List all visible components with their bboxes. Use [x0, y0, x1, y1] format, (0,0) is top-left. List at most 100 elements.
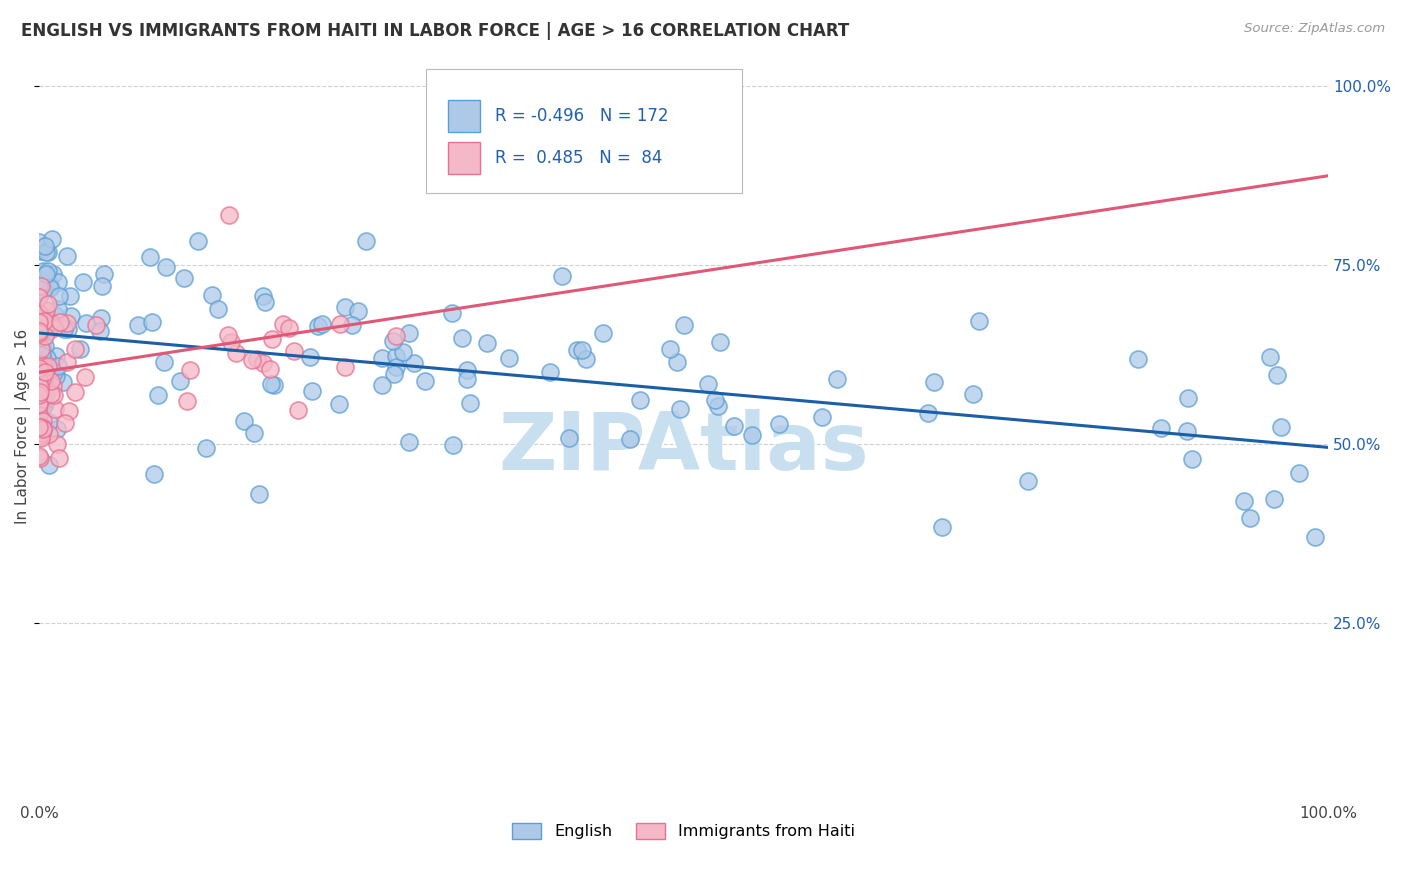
Point — [659, 342, 682, 356]
Point — [242, 425, 264, 440]
Point — [402, 356, 425, 370]
Point — [42, 267, 65, 281]
Point — [28, 420, 51, 434]
Point — [30, 342, 52, 356]
Point — [1258, 350, 1281, 364]
Point — [39, 387, 62, 401]
Point — [31, 396, 53, 410]
FancyBboxPatch shape — [426, 70, 741, 194]
Text: ENGLISH VS IMMIGRANTS FROM HAITI IN LABOR FORCE | AGE > 16 CORRELATION CHART: ENGLISH VS IMMIGRANTS FROM HAITI IN LABO… — [21, 22, 849, 40]
Point — [28, 363, 51, 377]
Point — [28, 329, 51, 343]
Point — [30, 380, 52, 394]
Point — [146, 388, 169, 402]
Point — [72, 275, 94, 289]
Point — [28, 315, 51, 329]
Point — [382, 367, 405, 381]
Point — [41, 379, 63, 393]
Point — [1233, 493, 1256, 508]
Point — [35, 381, 58, 395]
Point — [811, 409, 834, 424]
Point — [385, 359, 408, 374]
Point — [37, 351, 59, 366]
Point — [384, 329, 406, 343]
Point — [28, 271, 51, 285]
Point — [557, 431, 579, 445]
Point — [477, 336, 499, 351]
Point — [628, 393, 651, 408]
Point — [1017, 474, 1039, 488]
Point — [31, 372, 53, 386]
Point — [398, 326, 420, 340]
Point — [46, 276, 69, 290]
Point — [962, 386, 984, 401]
Point — [48, 289, 70, 303]
Point — [32, 326, 55, 341]
Point — [28, 397, 51, 411]
Point — [32, 401, 55, 415]
Point — [30, 342, 52, 356]
Point — [328, 397, 350, 411]
Point — [456, 363, 478, 377]
Point — [201, 288, 224, 302]
Point — [28, 387, 51, 401]
Point — [225, 346, 247, 360]
Point — [30, 244, 52, 258]
Point — [450, 331, 472, 345]
Point — [90, 310, 112, 325]
Point — [38, 319, 60, 334]
Point — [39, 362, 62, 376]
Point — [49, 315, 72, 329]
Point — [1263, 491, 1285, 506]
Point — [31, 392, 53, 406]
Point — [28, 354, 51, 368]
Point — [31, 393, 53, 408]
Point — [28, 360, 51, 375]
Point — [1270, 420, 1292, 434]
Point — [56, 322, 79, 336]
Point — [28, 331, 51, 345]
Point — [252, 289, 274, 303]
Point — [69, 342, 91, 356]
Point — [35, 302, 58, 317]
Point — [34, 397, 56, 411]
Point — [299, 350, 322, 364]
Point — [551, 268, 574, 283]
Point — [240, 353, 263, 368]
Point — [34, 329, 56, 343]
Point — [28, 289, 51, 303]
Point — [28, 419, 51, 434]
Point — [46, 359, 69, 373]
Point — [59, 289, 82, 303]
Point — [346, 304, 368, 318]
Point — [28, 334, 51, 349]
Point — [37, 245, 59, 260]
Point — [73, 369, 96, 384]
Point — [32, 420, 55, 434]
Point — [38, 321, 60, 335]
Text: R =  0.485   N =  84: R = 0.485 N = 84 — [495, 149, 662, 167]
Point — [217, 327, 239, 342]
Point — [672, 318, 695, 332]
Point — [46, 421, 69, 435]
Point — [260, 332, 283, 346]
Point — [31, 348, 53, 362]
Point — [59, 309, 82, 323]
Point — [35, 386, 58, 401]
Point — [91, 278, 114, 293]
Point — [30, 451, 52, 466]
Point — [28, 388, 51, 402]
Point — [1175, 424, 1198, 438]
Point — [28, 384, 51, 398]
Point — [922, 375, 945, 389]
Point — [45, 349, 67, 363]
Point — [246, 351, 269, 366]
Point — [28, 365, 51, 379]
Point — [707, 399, 730, 413]
Point — [931, 520, 953, 534]
Point — [28, 430, 51, 444]
Point — [768, 417, 790, 431]
Point — [31, 338, 53, 352]
Point — [28, 374, 51, 388]
Point — [30, 344, 52, 359]
